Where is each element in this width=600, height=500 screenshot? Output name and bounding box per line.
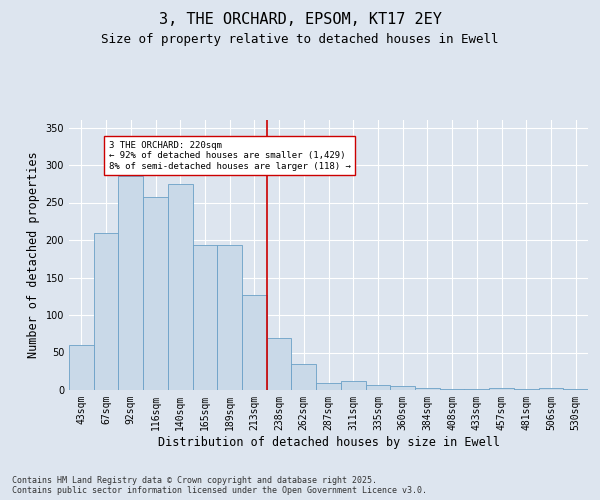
Bar (464, 389, 489, 390)
Bar (440, 389, 464, 390)
Bar (69, 345, 94, 390)
Bar (118, 176, 143, 390)
Bar (193, 245, 217, 390)
Bar (563, 389, 588, 390)
Text: Contains HM Land Registry data © Crown copyright and database right 2025.
Contai: Contains HM Land Registry data © Crown c… (12, 476, 427, 495)
Bar (415, 388, 440, 390)
Y-axis label: Number of detached properties: Number of detached properties (27, 152, 40, 358)
Bar (267, 338, 292, 390)
Bar (390, 386, 415, 390)
Bar (242, 294, 267, 390)
Bar (143, 197, 168, 390)
Text: 3 THE ORCHARD: 220sqm
← 92% of detached houses are smaller (1,429)
8% of semi-de: 3 THE ORCHARD: 220sqm ← 92% of detached … (109, 141, 350, 171)
Bar (94, 232, 118, 390)
Text: Size of property relative to detached houses in Ewell: Size of property relative to detached ho… (101, 32, 499, 46)
Bar (489, 388, 514, 390)
Bar (316, 382, 341, 390)
Bar (168, 184, 193, 390)
X-axis label: Distribution of detached houses by size in Ewell: Distribution of detached houses by size … (157, 436, 499, 448)
Bar (292, 364, 316, 390)
Bar (365, 385, 390, 390)
Bar (341, 381, 365, 390)
Text: 3, THE ORCHARD, EPSOM, KT17 2EY: 3, THE ORCHARD, EPSOM, KT17 2EY (158, 12, 442, 28)
Bar (539, 388, 563, 390)
Bar (514, 389, 539, 390)
Bar (217, 245, 242, 390)
